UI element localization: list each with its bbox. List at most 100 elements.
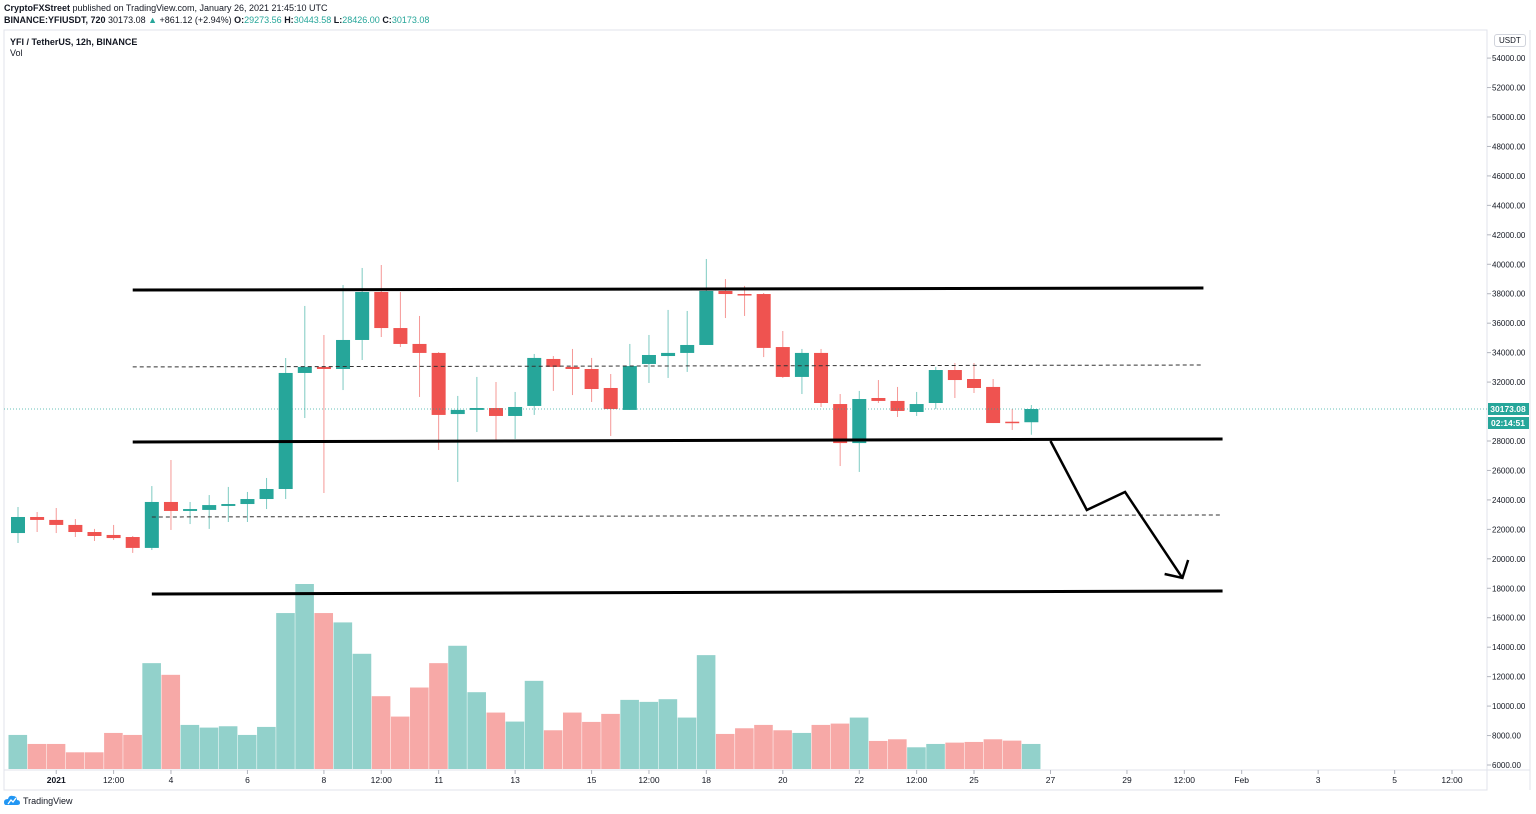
volume-bar [773, 730, 792, 769]
up-triangle-icon: ▲ [148, 15, 158, 25]
candle-down [374, 291, 389, 329]
candle-down [163, 501, 178, 511]
price-axis[interactable]: 54000.00 52000.00 50000.00 48000.00 46000.00… [1487, 54, 1526, 770]
publisher-name[interactable]: CryptoFXStreet [4, 3, 71, 13]
volume-bar [371, 696, 391, 769]
last-price-text: 30173.08 [1490, 404, 1526, 414]
symbol-info: BINANCE:YFIUSDT, 720 30173.08 ▲ +861.12 … [4, 15, 429, 25]
candle-down [967, 378, 981, 388]
candle-down [125, 537, 140, 548]
volume-bar [658, 699, 678, 769]
time-tick-label: 12:00 [103, 775, 125, 785]
candle-up [240, 499, 255, 505]
price-tick-label: 22000.00 [1492, 525, 1526, 534]
time-tick-label: 3 [1316, 775, 1321, 785]
price-tick-label: 52000.00 [1492, 84, 1526, 93]
price-tick-label: 28000.00 [1492, 437, 1526, 446]
tradingview-logo[interactable]: TradingView [4, 795, 73, 806]
volume-bar [199, 727, 219, 769]
volume-bar [46, 743, 66, 769]
candles [11, 258, 1039, 553]
time-tick-label: 13 [510, 775, 520, 785]
time-tick-label: 22 [855, 775, 865, 785]
candle-down [49, 519, 64, 525]
time-tick-label: 8 [322, 775, 327, 785]
candle-up [221, 504, 236, 506]
candle-up [794, 352, 809, 377]
volume-bar [945, 742, 964, 769]
time-tick-label: 6 [245, 775, 250, 785]
volume-bar [639, 701, 659, 769]
candle-down [871, 397, 886, 401]
volume-bar [180, 724, 200, 769]
volume-bar [104, 732, 123, 769]
high-label: H: [284, 15, 294, 25]
candle-up [508, 406, 523, 416]
price-tick-label: 40000.00 [1492, 260, 1526, 269]
volume-bar [964, 741, 984, 769]
volume-bar [562, 712, 582, 769]
price-tick-label: 32000.00 [1492, 378, 1526, 387]
candle-down [947, 370, 962, 381]
candle-down [814, 352, 829, 404]
volume-bar [888, 739, 907, 769]
price-tick-label: 36000.00 [1492, 319, 1526, 328]
time-tick-label: 2021 [47, 775, 66, 785]
candle-up [527, 357, 542, 406]
time-tick-label: 12:00 [638, 775, 660, 785]
price-tick-label: 54000.00 [1492, 54, 1526, 63]
candle-down [87, 532, 102, 536]
time-tick-label: 15 [587, 775, 597, 785]
close-value: 30173.08 [391, 15, 430, 25]
candle-down [546, 358, 561, 367]
mid-upper-dashed-line [132, 364, 1204, 368]
volume-bar [983, 739, 1003, 769]
low-label: L: [333, 15, 343, 25]
candle-up [680, 344, 695, 353]
price-tick-label: 26000.00 [1492, 466, 1526, 475]
time-axis[interactable]: 2021 12:00 4 6 8 12:00 11 13 15 12:00 18 20 22 12:00 2… [47, 770, 1463, 785]
candle-down [718, 290, 733, 295]
time-tick-label: 12:00 [371, 775, 393, 785]
high-value: 30443.58 [293, 15, 332, 25]
time-tick-label: 12:00 [1174, 775, 1196, 785]
price-tick-label: 46000.00 [1492, 172, 1526, 181]
volume-bar [926, 743, 945, 769]
candle-up [450, 409, 465, 415]
lower-dashed-line [151, 514, 1223, 518]
candle-up [259, 489, 274, 500]
price-tick-label: 44000.00 [1492, 201, 1526, 210]
candle-up [852, 399, 867, 444]
time-tick-label: Feb [1234, 775, 1249, 785]
candle-down [393, 328, 408, 344]
candle-up [469, 408, 484, 410]
volume-bar [754, 724, 773, 769]
volume-bar [505, 721, 525, 769]
candle-down [603, 387, 618, 410]
candle-down [489, 408, 503, 416]
volume-bar [142, 663, 161, 769]
volume-bar [8, 734, 28, 769]
price-tick-label: 20000.00 [1492, 555, 1526, 564]
volume-bar [830, 723, 850, 769]
candle-up [278, 372, 293, 490]
candle-down [986, 386, 1001, 424]
publish-info: CryptoFXStreet published on TradingView.… [4, 3, 328, 13]
drawings[interactable] [132, 286, 1223, 596]
volume-legend[interactable]: Vol [10, 48, 23, 58]
price-tick-label: 14000.00 [1492, 643, 1526, 652]
volume-bar [1021, 743, 1041, 769]
volume-bar [276, 613, 295, 769]
candle-up [183, 509, 198, 511]
volume-bar [601, 713, 620, 769]
target-line [151, 589, 1223, 596]
series-legend[interactable]: YFI / TetherUS, 12h, BINANCE [10, 37, 138, 47]
low-value: 28426.00 [342, 15, 380, 25]
candle-up [1024, 408, 1039, 423]
currency-button[interactable]: USDT [1494, 34, 1526, 47]
volume-bars [8, 584, 1041, 769]
volume-bar [295, 584, 314, 769]
candle-up [909, 404, 924, 412]
price-tick-label: 42000.00 [1492, 231, 1526, 240]
